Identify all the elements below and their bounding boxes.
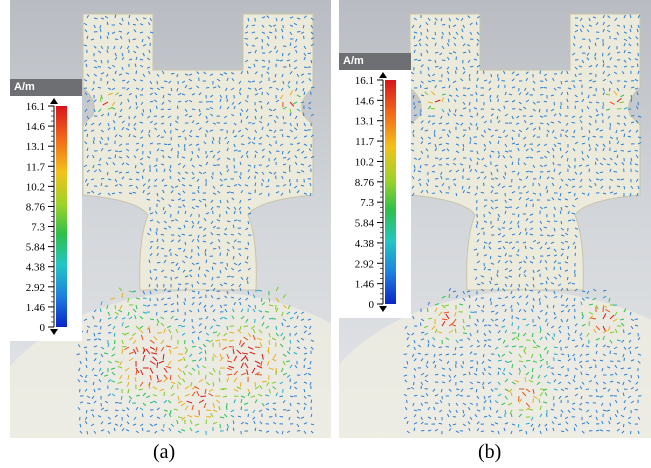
unit-label: A/m xyxy=(10,79,82,96)
scale-tick-label: 8.76 xyxy=(355,177,375,189)
caption-b: (b) xyxy=(478,441,502,463)
scale-tick-label: 11.7 xyxy=(355,136,374,148)
scale-max-arrow-icon xyxy=(50,98,58,104)
scale-tick-label: 10.2 xyxy=(26,181,45,193)
scale-tick-label: 11.7 xyxy=(26,161,45,173)
scale-tick-label: 16.1 xyxy=(355,75,374,87)
scale-min-arrow-icon xyxy=(379,306,387,312)
color-bar xyxy=(56,106,67,327)
color-legend-b: A/m 16.1 14.6 13.1 11.7 10.2 8.76 7.3 5.84 4.38 2… xyxy=(339,53,411,318)
field-plot-a: A/m 16.1 14.6 13.1 11.7 10.2 8.76 7.3 5.84 4.38 2… xyxy=(10,0,331,438)
ground-plane xyxy=(10,290,331,438)
color-bar xyxy=(385,80,396,304)
scale-tick-label: 10.2 xyxy=(355,156,374,168)
scale-tick-label: 7.3 xyxy=(31,222,45,234)
scale-min-arrow-icon xyxy=(50,329,58,335)
scale-tick-label: 7.3 xyxy=(360,197,374,209)
field-plot-b: A/m 16.1 14.6 13.1 11.7 10.2 8.76 7.3 5.84 4.38 2… xyxy=(339,0,651,438)
patch-structure xyxy=(82,13,314,291)
scale-tick-label: 16.1 xyxy=(26,101,45,113)
scale-tick-label: 2.92 xyxy=(355,258,374,270)
scale-tick-label: 14.6 xyxy=(355,95,375,107)
color-scale-a: 16.1 14.6 13.1 11.7 10.2 8.76 7.3 5.84 4.38 2.92 1… xyxy=(26,98,67,335)
current-density-map-a xyxy=(10,13,331,438)
scale-tick-label: 14.6 xyxy=(26,121,46,133)
ground-plane xyxy=(339,290,651,438)
scale-tick-label: 0 xyxy=(369,299,375,311)
vector-arrows xyxy=(76,14,315,435)
scale-tick-label: 8.76 xyxy=(26,201,46,213)
scale-tick-label: 13.1 xyxy=(26,141,45,153)
scale-max-arrow-icon xyxy=(379,72,387,78)
scale-tick-label: 4.38 xyxy=(355,238,375,250)
unit-label: A/m xyxy=(339,53,411,70)
caption-a: (a) xyxy=(153,441,176,463)
color-legend-a: A/m 16.1 14.6 13.1 11.7 10.2 8.76 7.3 5.84 4.38 2… xyxy=(10,79,82,341)
scale-tick-label: 5.84 xyxy=(26,242,46,254)
current-density-map-b xyxy=(339,13,651,438)
scale-tick-label: 13.1 xyxy=(355,116,374,128)
scale-tick-label: 1.46 xyxy=(26,302,46,314)
scale-tick-label: 1.46 xyxy=(355,279,375,291)
scale-tick-label: 5.84 xyxy=(355,218,375,230)
scale-tick-label: 0 xyxy=(40,322,46,334)
scale-tick-label: 4.38 xyxy=(26,262,46,274)
scale-tick-label: 2.92 xyxy=(26,282,45,294)
vector-arrows xyxy=(403,14,642,435)
patch-structure xyxy=(409,13,641,291)
color-scale-b: 16.1 14.6 13.1 11.7 10.2 8.76 7.3 5.84 4.38 2.92 1… xyxy=(355,72,396,312)
